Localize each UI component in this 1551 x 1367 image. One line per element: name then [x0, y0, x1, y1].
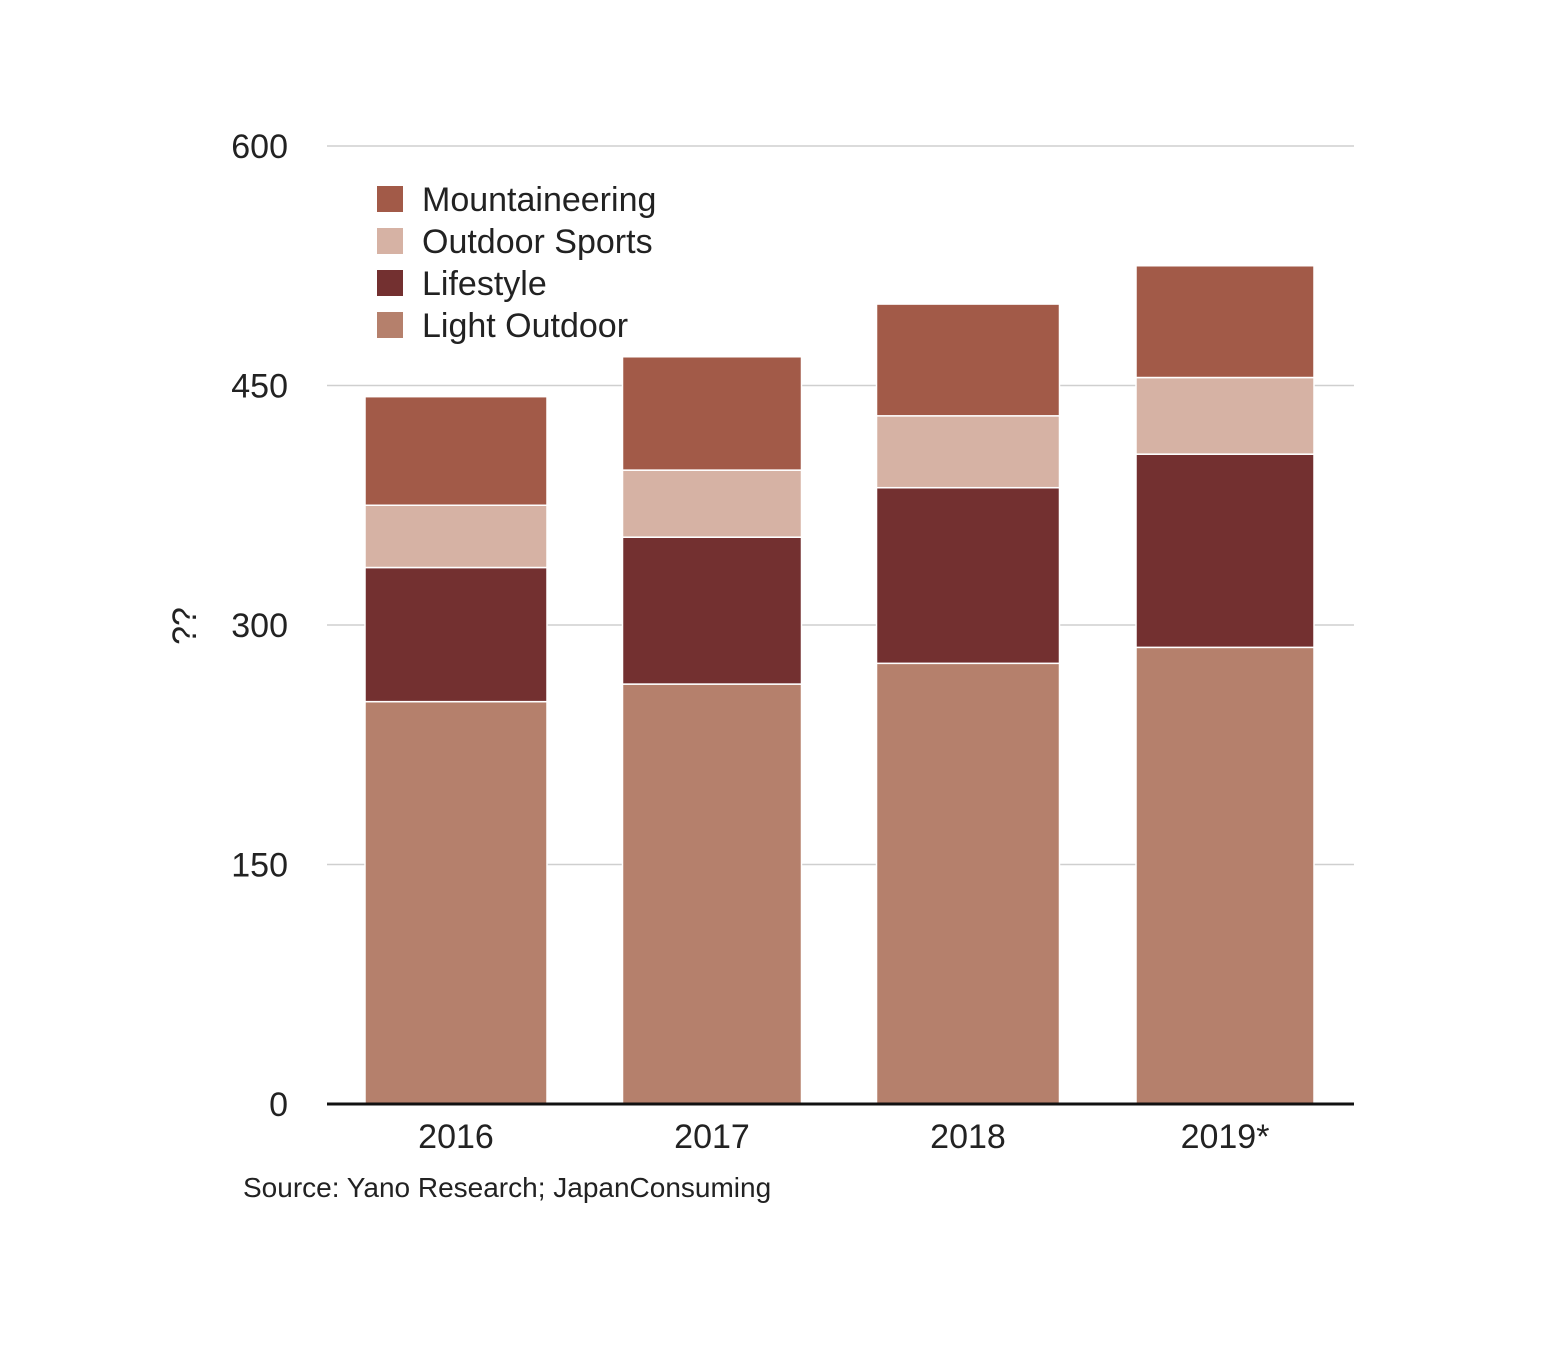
bar-segment-lifestyle: [621, 536, 803, 685]
legend-label: Mountaineering: [422, 181, 656, 219]
legend-swatch: [377, 228, 403, 254]
legend-label: Lifestyle: [422, 265, 547, 303]
source-note: Source: Yano Research; JapanConsuming: [243, 1172, 772, 1203]
y-tick-label: 150: [231, 847, 288, 885]
legend-label: Outdoor Sports: [422, 223, 653, 261]
bar-segment-light-outdoor: [1135, 646, 1315, 1105]
y-tick-label: 300: [231, 607, 288, 645]
bar-segment-light-outdoor: [621, 683, 803, 1105]
bar-segment-mountaineering: [621, 356, 803, 471]
x-tick-labels: 2016 2017 2018 2019*: [418, 1118, 1269, 1156]
bar-segment-lifestyle: [364, 566, 548, 703]
bar-segment-light-outdoor: [875, 662, 1061, 1105]
legend-swatch: [377, 312, 403, 338]
x-tick-label: 2017: [674, 1118, 750, 1156]
y-tick-label: 600: [231, 128, 288, 166]
x-tick-label: 2018: [930, 1118, 1006, 1156]
bar-segment-mountaineering: [1135, 265, 1315, 379]
y-tick-labels: 0 150 300 450 600: [231, 128, 288, 1124]
bar-segment-light-outdoor: [364, 700, 548, 1105]
bar-segment-outdoor-sports: [364, 504, 548, 569]
bar-segment-lifestyle: [875, 486, 1061, 665]
bars: [364, 265, 1315, 1105]
bar-segment-lifestyle: [1135, 453, 1315, 649]
legend: Mountaineering Outdoor Sports Lifestyle Lig…: [377, 181, 656, 345]
bar-segment-outdoor-sports: [1135, 376, 1315, 455]
y-tick-label: 0: [269, 1086, 288, 1124]
legend-label: Light Outdoor: [422, 307, 628, 345]
y-tick-label: 450: [231, 368, 288, 406]
bar-segment-outdoor-sports: [621, 469, 803, 538]
x-tick-label: 2016: [418, 1118, 494, 1156]
legend-swatch: [377, 270, 403, 296]
legend-swatch: [377, 186, 403, 212]
bar-segment-mountaineering: [875, 303, 1061, 417]
x-tick-label: 2019*: [1181, 1118, 1270, 1156]
bar-segment-mountaineering: [364, 395, 548, 506]
bar-segment-outdoor-sports: [875, 415, 1061, 489]
y-axis-label: ??: [166, 607, 204, 645]
